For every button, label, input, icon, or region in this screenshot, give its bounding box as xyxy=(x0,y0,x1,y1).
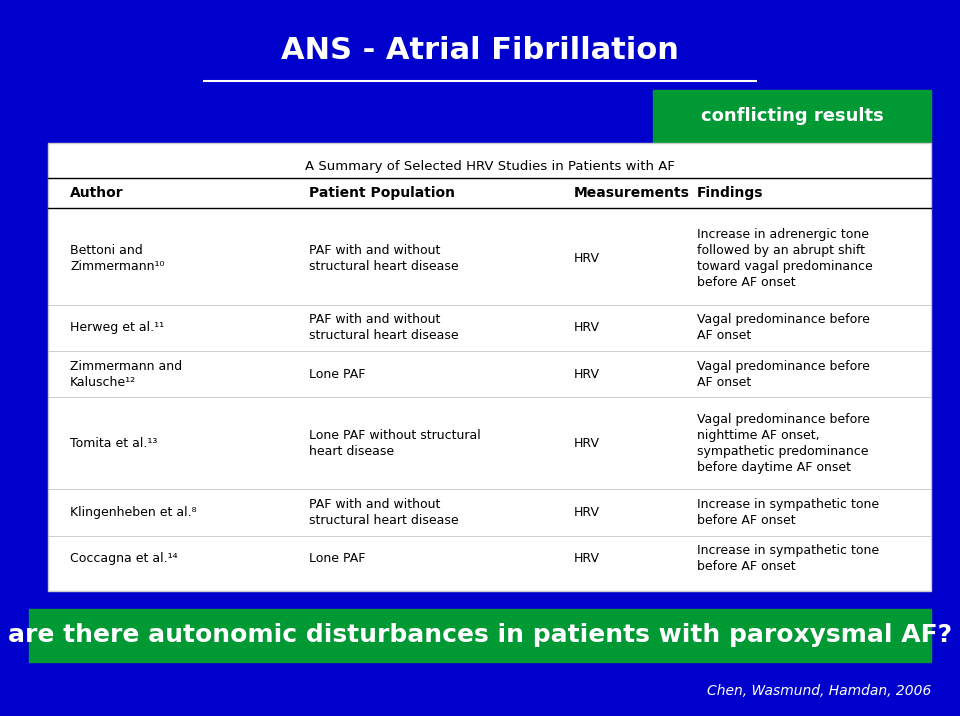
Text: HRV: HRV xyxy=(573,367,599,381)
Text: Zimmermann and
Kalusche¹²: Zimmermann and Kalusche¹² xyxy=(70,359,182,389)
Text: Patient Population: Patient Population xyxy=(308,186,454,200)
Text: Increase in adrenergic tone
followed by an abrupt shift
toward vagal predominanc: Increase in adrenergic tone followed by … xyxy=(697,228,873,289)
Text: Measurements: Measurements xyxy=(573,186,689,200)
Text: Chen, Wasmund, Hamdan, 2006: Chen, Wasmund, Hamdan, 2006 xyxy=(708,684,931,698)
Text: A Summary of Selected HRV Studies in Patients with AF: A Summary of Selected HRV Studies in Pat… xyxy=(304,160,675,173)
Text: HRV: HRV xyxy=(573,321,599,334)
Text: Bettoni and
Zimmermann¹⁰: Bettoni and Zimmermann¹⁰ xyxy=(70,244,164,274)
Text: PAF with and without
structural heart disease: PAF with and without structural heart di… xyxy=(308,314,458,342)
Text: Herweg et al.¹¹: Herweg et al.¹¹ xyxy=(70,321,164,334)
Text: Vagal predominance before
nighttime AF onset,
sympathetic predominance
before da: Vagal predominance before nighttime AF o… xyxy=(697,413,870,474)
Text: Vagal predominance before
AF onset: Vagal predominance before AF onset xyxy=(697,314,870,342)
Text: PAF with and without
structural heart disease: PAF with and without structural heart di… xyxy=(308,498,458,527)
Text: HRV: HRV xyxy=(573,252,599,265)
Text: Increase in sympathetic tone
before AF onset: Increase in sympathetic tone before AF o… xyxy=(697,498,879,527)
Text: ANS - Atrial Fibrillation: ANS - Atrial Fibrillation xyxy=(281,36,679,65)
Text: Findings: Findings xyxy=(697,186,763,200)
Text: HRV: HRV xyxy=(573,552,599,565)
Text: HRV: HRV xyxy=(573,506,599,519)
Text: HRV: HRV xyxy=(573,437,599,450)
Text: Vagal predominance before
AF onset: Vagal predominance before AF onset xyxy=(697,359,870,389)
Text: Author: Author xyxy=(70,186,124,200)
Text: are there autonomic disturbances in patients with paroxysmal AF?: are there autonomic disturbances in pati… xyxy=(8,624,952,647)
Text: PAF with and without
structural heart disease: PAF with and without structural heart di… xyxy=(308,244,458,274)
Text: Lone PAF: Lone PAF xyxy=(308,552,365,565)
Text: Lone PAF without structural
heart disease: Lone PAF without structural heart diseas… xyxy=(308,429,480,458)
Text: Klingenheben et al.⁸: Klingenheben et al.⁸ xyxy=(70,506,197,519)
Text: Coccagna et al.¹⁴: Coccagna et al.¹⁴ xyxy=(70,552,178,565)
Text: Lone PAF: Lone PAF xyxy=(308,367,365,381)
Text: conflicting results: conflicting results xyxy=(701,107,883,125)
Text: Tomita et al.¹³: Tomita et al.¹³ xyxy=(70,437,157,450)
Text: Increase in sympathetic tone
before AF onset: Increase in sympathetic tone before AF o… xyxy=(697,544,879,574)
